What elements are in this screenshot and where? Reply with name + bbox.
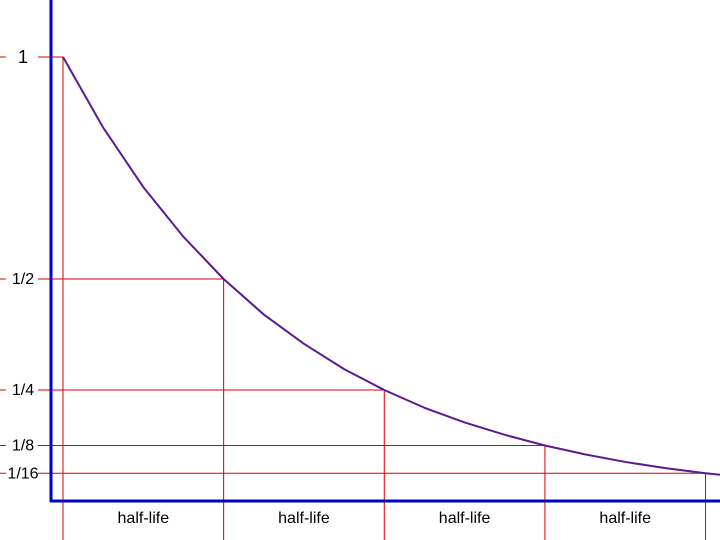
interval-label: half-life xyxy=(118,510,170,527)
interval-label: half-life xyxy=(278,510,330,527)
y-tick-label: 1 xyxy=(18,47,28,67)
y-tick-label: 1/16 xyxy=(7,465,38,482)
interval-label: half-life xyxy=(439,510,491,527)
y-tick-label: 1/2 xyxy=(12,271,34,288)
interval-label: half-life xyxy=(599,510,651,527)
y-tick-label: 1/8 xyxy=(12,438,34,455)
decay-curve xyxy=(62,56,720,476)
y-tick-label: 1/4 xyxy=(12,382,34,399)
